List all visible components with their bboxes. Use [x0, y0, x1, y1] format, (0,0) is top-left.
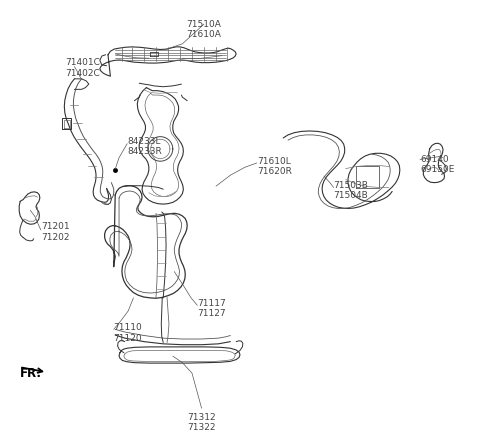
Text: 71117
71127: 71117 71127 [197, 299, 226, 318]
Text: 71510A
71610A: 71510A 71610A [187, 20, 221, 39]
Text: FR.: FR. [20, 367, 42, 380]
Text: 71201
71202: 71201 71202 [41, 223, 70, 242]
Text: 71610L
71620R: 71610L 71620R [257, 157, 292, 176]
Text: 71312
71322: 71312 71322 [187, 413, 216, 432]
Text: 71503B
71504B: 71503B 71504B [334, 181, 369, 200]
Text: 84233L
84233R: 84233L 84233R [127, 137, 162, 156]
Text: 71110
71120: 71110 71120 [113, 323, 142, 343]
Text: 69140
69150E: 69140 69150E [420, 155, 455, 174]
Text: 71401C
71402C: 71401C 71402C [65, 58, 100, 78]
